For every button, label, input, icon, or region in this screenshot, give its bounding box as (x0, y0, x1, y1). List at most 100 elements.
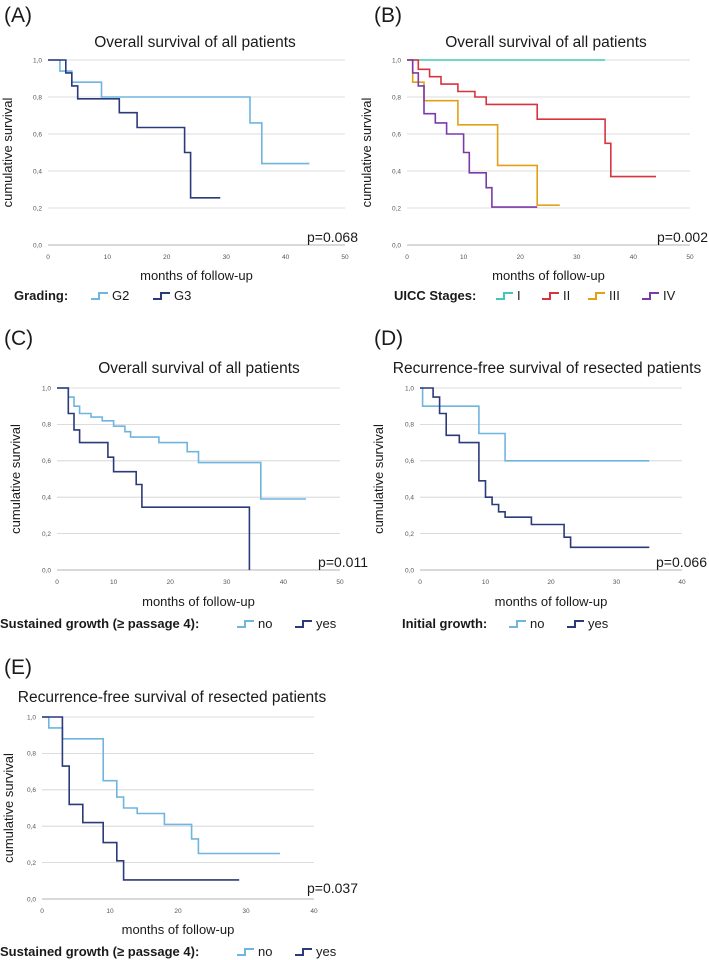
ytick-label-d: 0,0 (405, 567, 414, 574)
ytick-label-a: 0,8 (33, 94, 42, 101)
xtick-label-d: 20 (547, 579, 555, 586)
x-axis-label-a: months of follow-up (140, 268, 253, 283)
ytick-label-e: 0,6 (27, 787, 36, 794)
legend-swatch-e-no (237, 948, 254, 956)
legend-title-d: Initial growth: (402, 616, 487, 631)
p-value-d: p=0.066 (656, 554, 707, 570)
y-axis-label-a: cumulative survival (0, 97, 15, 207)
ytick-label-d: 0,2 (405, 531, 414, 538)
xtick-label-e: 0 (40, 908, 44, 915)
ytick-label-a: 1,0 (33, 57, 42, 64)
survival-curve-c-yes (57, 387, 251, 570)
ytick-label-c: 0,0 (42, 567, 51, 574)
panel-c: (C) Overall survival of all patients 0,0 0,… (0, 327, 368, 631)
ytick-label-b: 1,0 (392, 57, 401, 64)
ytick-label-e: 0,8 (27, 751, 36, 758)
legend-label-e-no: no (258, 944, 272, 959)
y-axis-label-e: cumulative survival (1, 753, 16, 863)
ytick-label-c: 1,0 (42, 385, 51, 392)
ytick-label-a: 0,0 (33, 242, 42, 249)
y-axis-label-c: cumulative survival (8, 424, 23, 534)
xtick-label-b: 30 (573, 254, 581, 261)
ytick-label-c: 0,4 (42, 495, 51, 502)
legend-swatch-b-iii (588, 292, 605, 300)
xtick-label-b: 10 (460, 254, 468, 261)
xtick-label-c: 30 (223, 579, 231, 586)
legend-swatch-e-yes (295, 948, 312, 956)
ytick-label-e: 0,2 (27, 860, 36, 867)
xtick-label-a: 10 (104, 254, 112, 261)
panel-letter-d: (D) (374, 327, 403, 350)
xtick-label-c: 0 (55, 579, 59, 586)
legend-label-c-yes: yes (316, 616, 337, 631)
survival-curve-d-yes (420, 387, 650, 549)
xtick-label-c: 40 (280, 579, 288, 586)
p-value-b: p=0.002 (657, 229, 708, 245)
legend-title-c: Sustained growth (≥ passage 4): (0, 616, 199, 631)
panel-a: (A) Overall survival of all patients 0,0 0,… (0, 4, 358, 303)
xtick-label-b: 40 (630, 254, 638, 261)
x-axis-label-d: months of follow-up (495, 594, 608, 609)
ytick-label-c: 0,8 (42, 422, 51, 429)
chart-title-a: Overall survival of all patients (94, 34, 296, 51)
xtick-label-e: 40 (310, 908, 318, 915)
p-value-a: p=0.068 (307, 229, 358, 245)
ytick-label-b: 0,2 (392, 205, 401, 212)
xtick-label-d: 10 (482, 579, 490, 586)
ytick-label-d: 0,4 (405, 495, 414, 502)
ytick-label-e: 0,0 (27, 896, 36, 903)
survival-curve-b-iii (407, 59, 560, 206)
panel-letter-b: (B) (374, 4, 402, 27)
xtick-label-a: 50 (341, 254, 349, 261)
xtick-label-d: 40 (678, 579, 686, 586)
ytick-label-a: 0,6 (33, 131, 42, 138)
xtick-label-b: 20 (517, 254, 525, 261)
chart-title-d: Recurrence-free survival of resected pat… (393, 360, 702, 377)
legend-swatch-c-no (237, 620, 254, 628)
ytick-label-c: 0,2 (42, 531, 51, 538)
survival-curve-a-g2 (48, 59, 310, 165)
ytick-label-c: 0,6 (42, 458, 51, 465)
xtick-label-c: 20 (167, 579, 175, 586)
legend-title-b: UICC Stages: (394, 288, 476, 303)
legend-swatch-b-i (496, 292, 513, 300)
y-axis-label-b: cumulative survival (359, 97, 374, 207)
legend-label-b-ii: II (563, 288, 570, 303)
legend-swatch-a-g2 (91, 292, 108, 300)
survival-curve-c-no (57, 387, 306, 500)
ytick-label-a: 0,2 (33, 205, 42, 212)
xtick-label-b: 50 (686, 254, 694, 261)
survival-curve-e-no (42, 716, 280, 855)
ytick-label-a: 0,4 (33, 168, 42, 175)
ytick-label-d: 0,8 (405, 422, 414, 429)
legend-a: Grading: G2 G3 (14, 288, 191, 303)
xtick-label-a: 20 (163, 254, 171, 261)
xtick-label-b: 0 (405, 254, 409, 261)
legend-swatch-b-ii (542, 292, 559, 300)
xtick-label-e: 10 (106, 908, 114, 915)
panel-e: (E) Recurrence-free survival of resected … (0, 656, 358, 959)
panel-b: (B) Overall survival of all patients 0,0 0,… (359, 4, 708, 303)
xtick-label-e: 20 (174, 908, 182, 915)
ytick-label-e: 1,0 (27, 714, 36, 721)
ytick-label-b: 0,8 (392, 94, 401, 101)
panel-d: (D) Recurrence-free survival of resected … (371, 327, 707, 631)
chart-title-b: Overall survival of all patients (445, 34, 647, 51)
chart-title-c: Overall survival of all patients (98, 360, 300, 377)
panel-letter-a: (A) (4, 4, 32, 27)
legend-label-b-i: I (517, 288, 521, 303)
xtick-label-a: 40 (282, 254, 290, 261)
ytick-label-d: 0,6 (405, 458, 414, 465)
legend-label-a-g3: G3 (174, 288, 191, 303)
survival-curve-a-g3 (48, 59, 221, 199)
legend-swatch-d-no (509, 620, 526, 628)
legend-label-d-yes: yes (588, 616, 609, 631)
survival-curve-b-ii (407, 59, 656, 178)
ytick-label-b: 0,0 (392, 242, 401, 249)
legend-swatch-d-yes (567, 620, 584, 628)
y-axis-label-d: cumulative survival (371, 424, 386, 534)
xtick-label-d: 0 (418, 579, 422, 586)
legend-title-e: Sustained growth (≥ passage 4): (0, 944, 199, 959)
x-axis-label-e: months of follow-up (122, 922, 235, 937)
